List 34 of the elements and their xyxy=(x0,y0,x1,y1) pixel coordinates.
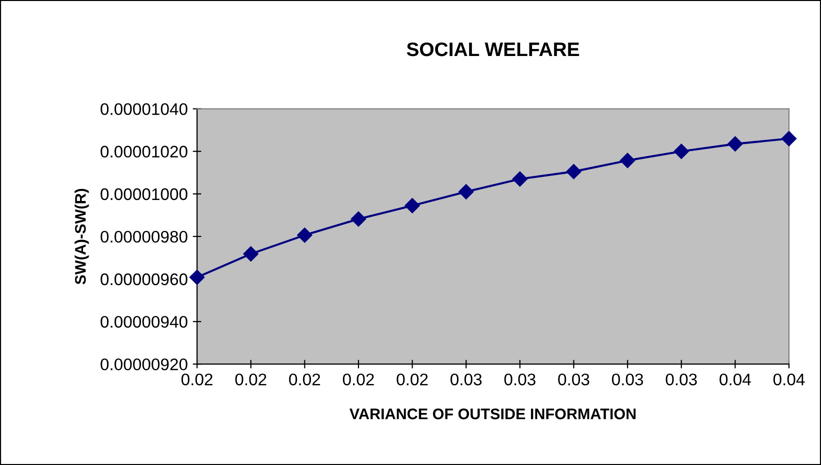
y-tick-label: 0.00000980 xyxy=(100,230,188,243)
point xyxy=(404,198,420,214)
x-tick-label: 0.03 xyxy=(666,374,697,386)
chart-title: SOCIAL WELFARE xyxy=(406,42,580,56)
x-tick-label: 0.04 xyxy=(720,374,751,386)
x-tick-label: 0.04 xyxy=(773,374,805,386)
point xyxy=(620,152,636,168)
point xyxy=(512,171,528,187)
x-tick-label: 0.02 xyxy=(181,374,212,386)
y-tick-label: 0.00000940 xyxy=(100,316,188,328)
x-tick-label: 0.03 xyxy=(612,374,644,386)
y-tick-label: 0.00001020 xyxy=(100,146,188,158)
x-tick-label: 0.03 xyxy=(558,374,590,386)
point xyxy=(189,270,205,285)
y-tick-label: 0.00001000 xyxy=(100,188,188,200)
x-tick-label: 0.02 xyxy=(396,374,428,386)
x-tick-label: 0.03 xyxy=(504,374,536,386)
point xyxy=(781,131,797,146)
point xyxy=(243,246,258,262)
x-axis-title: VARIANCE OF OUTSIDE INFORMATION xyxy=(350,408,636,420)
point xyxy=(566,164,582,180)
x-tick-label: 0.03 xyxy=(450,374,482,386)
point xyxy=(297,228,312,243)
x-tick-label: 0.02 xyxy=(342,374,374,386)
x-tick-label: 0.02 xyxy=(235,374,266,386)
x-tick-label: 0.02 xyxy=(289,374,320,386)
y-tick-label: 0.00000920 xyxy=(100,358,188,370)
point xyxy=(458,184,474,200)
y-tick-label: 0.00000960 xyxy=(100,273,188,286)
point xyxy=(674,144,689,159)
point xyxy=(350,211,366,227)
y-axis-title: SW(A)-SW(R) xyxy=(74,188,89,284)
y-tick-label: 0.00001040 xyxy=(100,103,188,116)
point xyxy=(728,136,743,152)
